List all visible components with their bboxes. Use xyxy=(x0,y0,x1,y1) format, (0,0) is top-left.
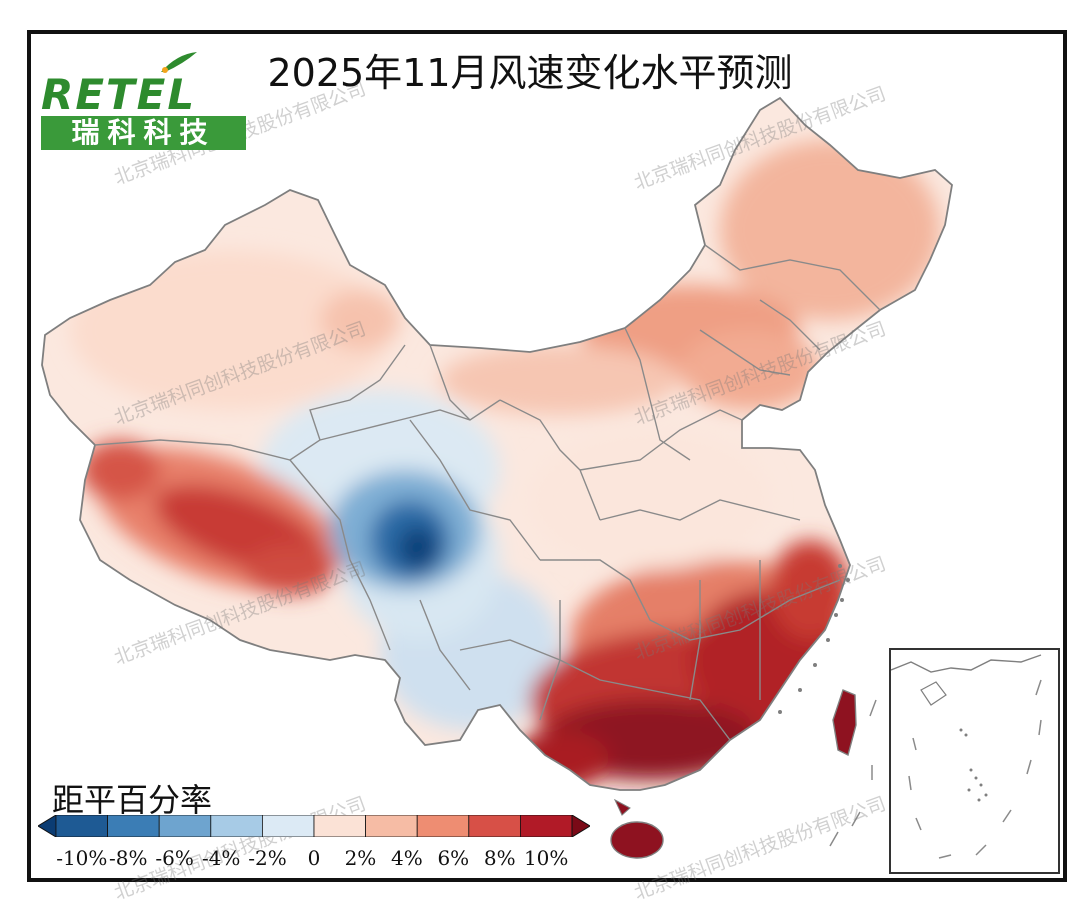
inset-map xyxy=(890,654,1042,859)
colorbar-extend-low xyxy=(38,815,57,837)
colorbar-swatch xyxy=(261,815,315,837)
china-outline xyxy=(41,96,953,791)
colorbar-extend-high xyxy=(571,815,590,837)
colorbar-swatch xyxy=(313,815,366,837)
colorbar-swatch xyxy=(55,815,108,837)
colorbar-swatch xyxy=(416,815,470,837)
colorbar-swatch xyxy=(519,815,573,837)
map-title: 2025年11月风速变化水平预测 xyxy=(267,51,793,95)
province-boundaries xyxy=(94,244,881,741)
colorbar-tick-label: -10% xyxy=(56,846,108,870)
logo-text-en: RETEL xyxy=(41,70,197,119)
colorbar-tick-label: -6% xyxy=(155,846,194,870)
nine-dash-line xyxy=(829,699,877,847)
colorbar-tick-label: 4% xyxy=(391,846,423,870)
colorbar-swatch xyxy=(468,815,521,837)
taiwan-island xyxy=(832,689,857,757)
colorbar-tick-label: -2% xyxy=(248,846,287,870)
colorbar-swatch xyxy=(210,815,263,837)
retel-logo: RETEL 瑞科科技 xyxy=(41,50,246,152)
colorbar-swatch xyxy=(158,815,212,837)
colorbar-tick-label: 6% xyxy=(437,846,470,870)
colorbar-tick-label: -8% xyxy=(108,846,148,870)
colorbar-tick-label: 2% xyxy=(344,846,377,870)
leaf-icon xyxy=(161,52,197,73)
colorbar-swatch xyxy=(107,815,160,837)
colorbar-tick-label: 0 xyxy=(307,846,321,870)
legend-title: 距平百分率 xyxy=(52,781,213,819)
colorbar-tick-label: 10% xyxy=(523,846,569,870)
colorbar-tick-label: 8% xyxy=(483,846,516,870)
colorbar xyxy=(38,815,590,837)
hainan-island xyxy=(610,821,664,859)
coastal-islands xyxy=(778,564,850,714)
south-china-sea-inset xyxy=(889,648,1060,874)
colorbar-swatch xyxy=(365,815,418,837)
colorbar-tick-label: -4% xyxy=(201,846,241,870)
logo-text-cn: 瑞科科技 xyxy=(41,116,246,150)
